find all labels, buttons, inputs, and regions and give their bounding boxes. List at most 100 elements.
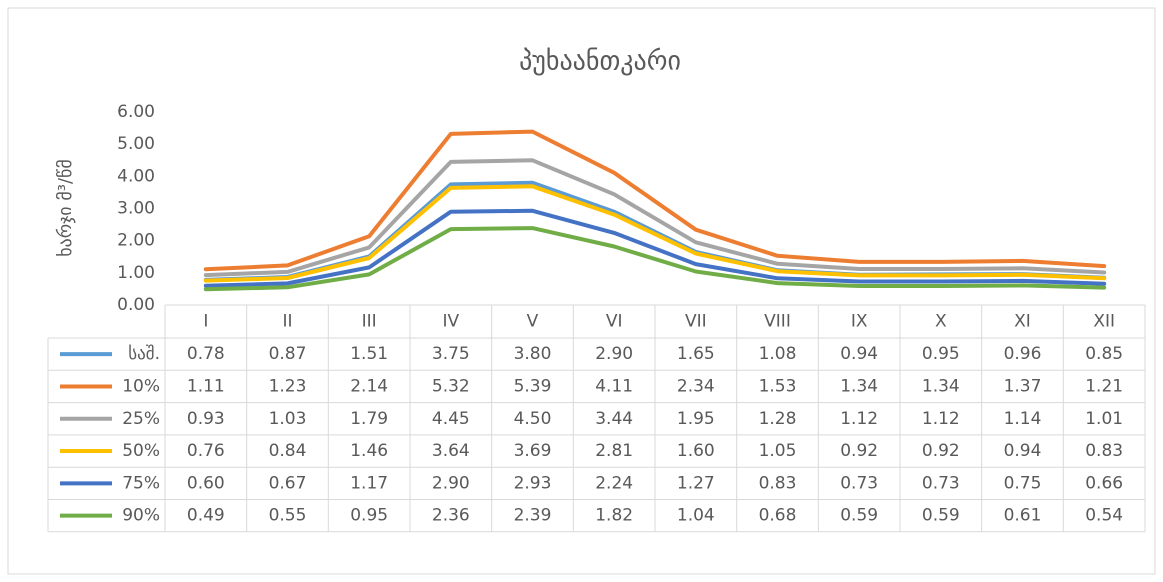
y-tick-label: 4.00 xyxy=(117,166,155,186)
table-cell: 0.85 xyxy=(1085,344,1123,364)
table-cell: 3.44 xyxy=(595,409,633,429)
table-cell: 1.95 xyxy=(677,409,715,429)
chart-frame xyxy=(7,7,1156,575)
table-cell: 2.24 xyxy=(595,473,633,493)
table-cell: 0.94 xyxy=(1004,441,1042,461)
legend-label: 90% xyxy=(122,506,160,526)
y-tick-label: 5.00 xyxy=(117,134,155,154)
table-cell: 1.04 xyxy=(677,506,715,526)
series-line xyxy=(203,184,1107,283)
series-line xyxy=(203,208,1107,288)
table-cell: 0.75 xyxy=(1004,473,1042,493)
x-tick-label: I xyxy=(203,312,208,332)
table-cell: 3.80 xyxy=(514,344,552,364)
table-cell: 0.92 xyxy=(922,441,960,461)
y-tick-label: 2.00 xyxy=(117,231,155,251)
table-cell: 2.93 xyxy=(514,473,552,493)
table-cell: 2.36 xyxy=(432,506,470,526)
table-cell: 1.65 xyxy=(677,344,715,364)
table-cell: 0.67 xyxy=(269,473,307,493)
table-cell: 2.39 xyxy=(514,506,552,526)
table-cell: 1.34 xyxy=(922,376,960,396)
table-cell: 0.92 xyxy=(840,441,878,461)
table-cell: 1.51 xyxy=(350,344,388,364)
table-cell: 0.78 xyxy=(187,344,225,364)
table-cell: 1.12 xyxy=(840,409,878,429)
table-cell: 0.94 xyxy=(840,344,878,364)
series-line xyxy=(203,226,1107,292)
y-axis-title: ხარჯი მ³/წმ xyxy=(55,159,76,257)
y-tick-label: 3.00 xyxy=(117,199,155,219)
table-cell: 1.53 xyxy=(759,376,797,396)
y-tick-label: 6.00 xyxy=(117,102,155,122)
table-cell: 0.76 xyxy=(187,441,225,461)
table-cell: 0.54 xyxy=(1085,506,1123,526)
table-cell: 2.90 xyxy=(595,344,633,364)
table-cell: 0.95 xyxy=(922,344,960,364)
table-cell: 0.59 xyxy=(922,506,960,526)
table-cell: 0.59 xyxy=(840,506,878,526)
table-cell: 1.82 xyxy=(595,506,633,526)
table-cell: 0.61 xyxy=(1004,506,1042,526)
table-cell: 0.87 xyxy=(269,344,307,364)
table-cell: 1.21 xyxy=(1085,376,1123,396)
legend-label: 25% xyxy=(122,409,160,429)
table-cell: 1.37 xyxy=(1004,376,1042,396)
table-cell: 2.14 xyxy=(350,376,388,396)
table-cell: 0.95 xyxy=(350,506,388,526)
table-cell: 0.49 xyxy=(187,506,225,526)
table-cell: 0.55 xyxy=(269,506,307,526)
table-cell: 3.64 xyxy=(432,441,470,461)
table-cell: 0.96 xyxy=(1004,344,1042,364)
table-cell: 1.11 xyxy=(187,376,225,396)
table-cell: 0.73 xyxy=(922,473,960,493)
table-cell: 5.32 xyxy=(432,376,470,396)
table-cell: 0.83 xyxy=(759,473,797,493)
x-tick-label: VII xyxy=(685,312,707,332)
legend-label: 10% xyxy=(122,376,160,396)
table-cell: 1.79 xyxy=(350,409,388,429)
y-tick-label: 0.00 xyxy=(117,295,155,315)
table-cell: 2.81 xyxy=(595,441,633,461)
x-tick-label: IV xyxy=(443,312,460,332)
table-cell: 1.01 xyxy=(1085,409,1123,429)
table-cell: 1.05 xyxy=(759,441,797,461)
x-tick-label: XI xyxy=(1014,312,1031,332)
table-cell: 1.17 xyxy=(350,473,388,493)
table-cell: 5.39 xyxy=(514,376,552,396)
table-cell: 0.68 xyxy=(759,506,797,526)
chart-title: პუხაანთკარი xyxy=(519,47,681,77)
x-tick-label: XII xyxy=(1093,312,1115,332)
table-cell: 1.03 xyxy=(269,409,307,429)
table-cell: 0.60 xyxy=(187,473,225,493)
table-cell: 2.90 xyxy=(432,473,470,493)
legend-label: 50% xyxy=(122,441,160,461)
table-cell: 0.93 xyxy=(187,409,225,429)
table-cell: 1.12 xyxy=(922,409,960,429)
table-cell: 0.84 xyxy=(269,441,307,461)
table-cell: 1.60 xyxy=(677,441,715,461)
table-cell: 1.34 xyxy=(840,376,878,396)
x-tick-label: VIII xyxy=(764,312,791,332)
table-cell: 4.50 xyxy=(514,409,552,429)
x-tick-label: III xyxy=(362,312,377,332)
table-cell: 1.46 xyxy=(350,441,388,461)
x-tick-label: VI xyxy=(606,312,623,332)
y-tick-label: 1.00 xyxy=(117,263,155,283)
table-cell: 1.28 xyxy=(759,409,797,429)
table-cell: 4.11 xyxy=(595,376,633,396)
x-tick-label: V xyxy=(527,312,539,332)
x-tick-label: II xyxy=(282,312,292,332)
table-cell: 1.27 xyxy=(677,473,715,493)
table-cell: 1.14 xyxy=(1004,409,1042,429)
legend-label: საშ. xyxy=(128,344,160,364)
table-cell: 1.08 xyxy=(759,344,797,364)
table-cell: 4.45 xyxy=(432,409,470,429)
table-cell: 0.73 xyxy=(840,473,878,493)
table-cell: 2.34 xyxy=(677,376,715,396)
table-cell: 0.66 xyxy=(1085,473,1123,493)
legend-label: 75% xyxy=(122,473,160,493)
x-tick-label: IX xyxy=(851,312,868,332)
table-cell: 3.69 xyxy=(514,441,552,461)
